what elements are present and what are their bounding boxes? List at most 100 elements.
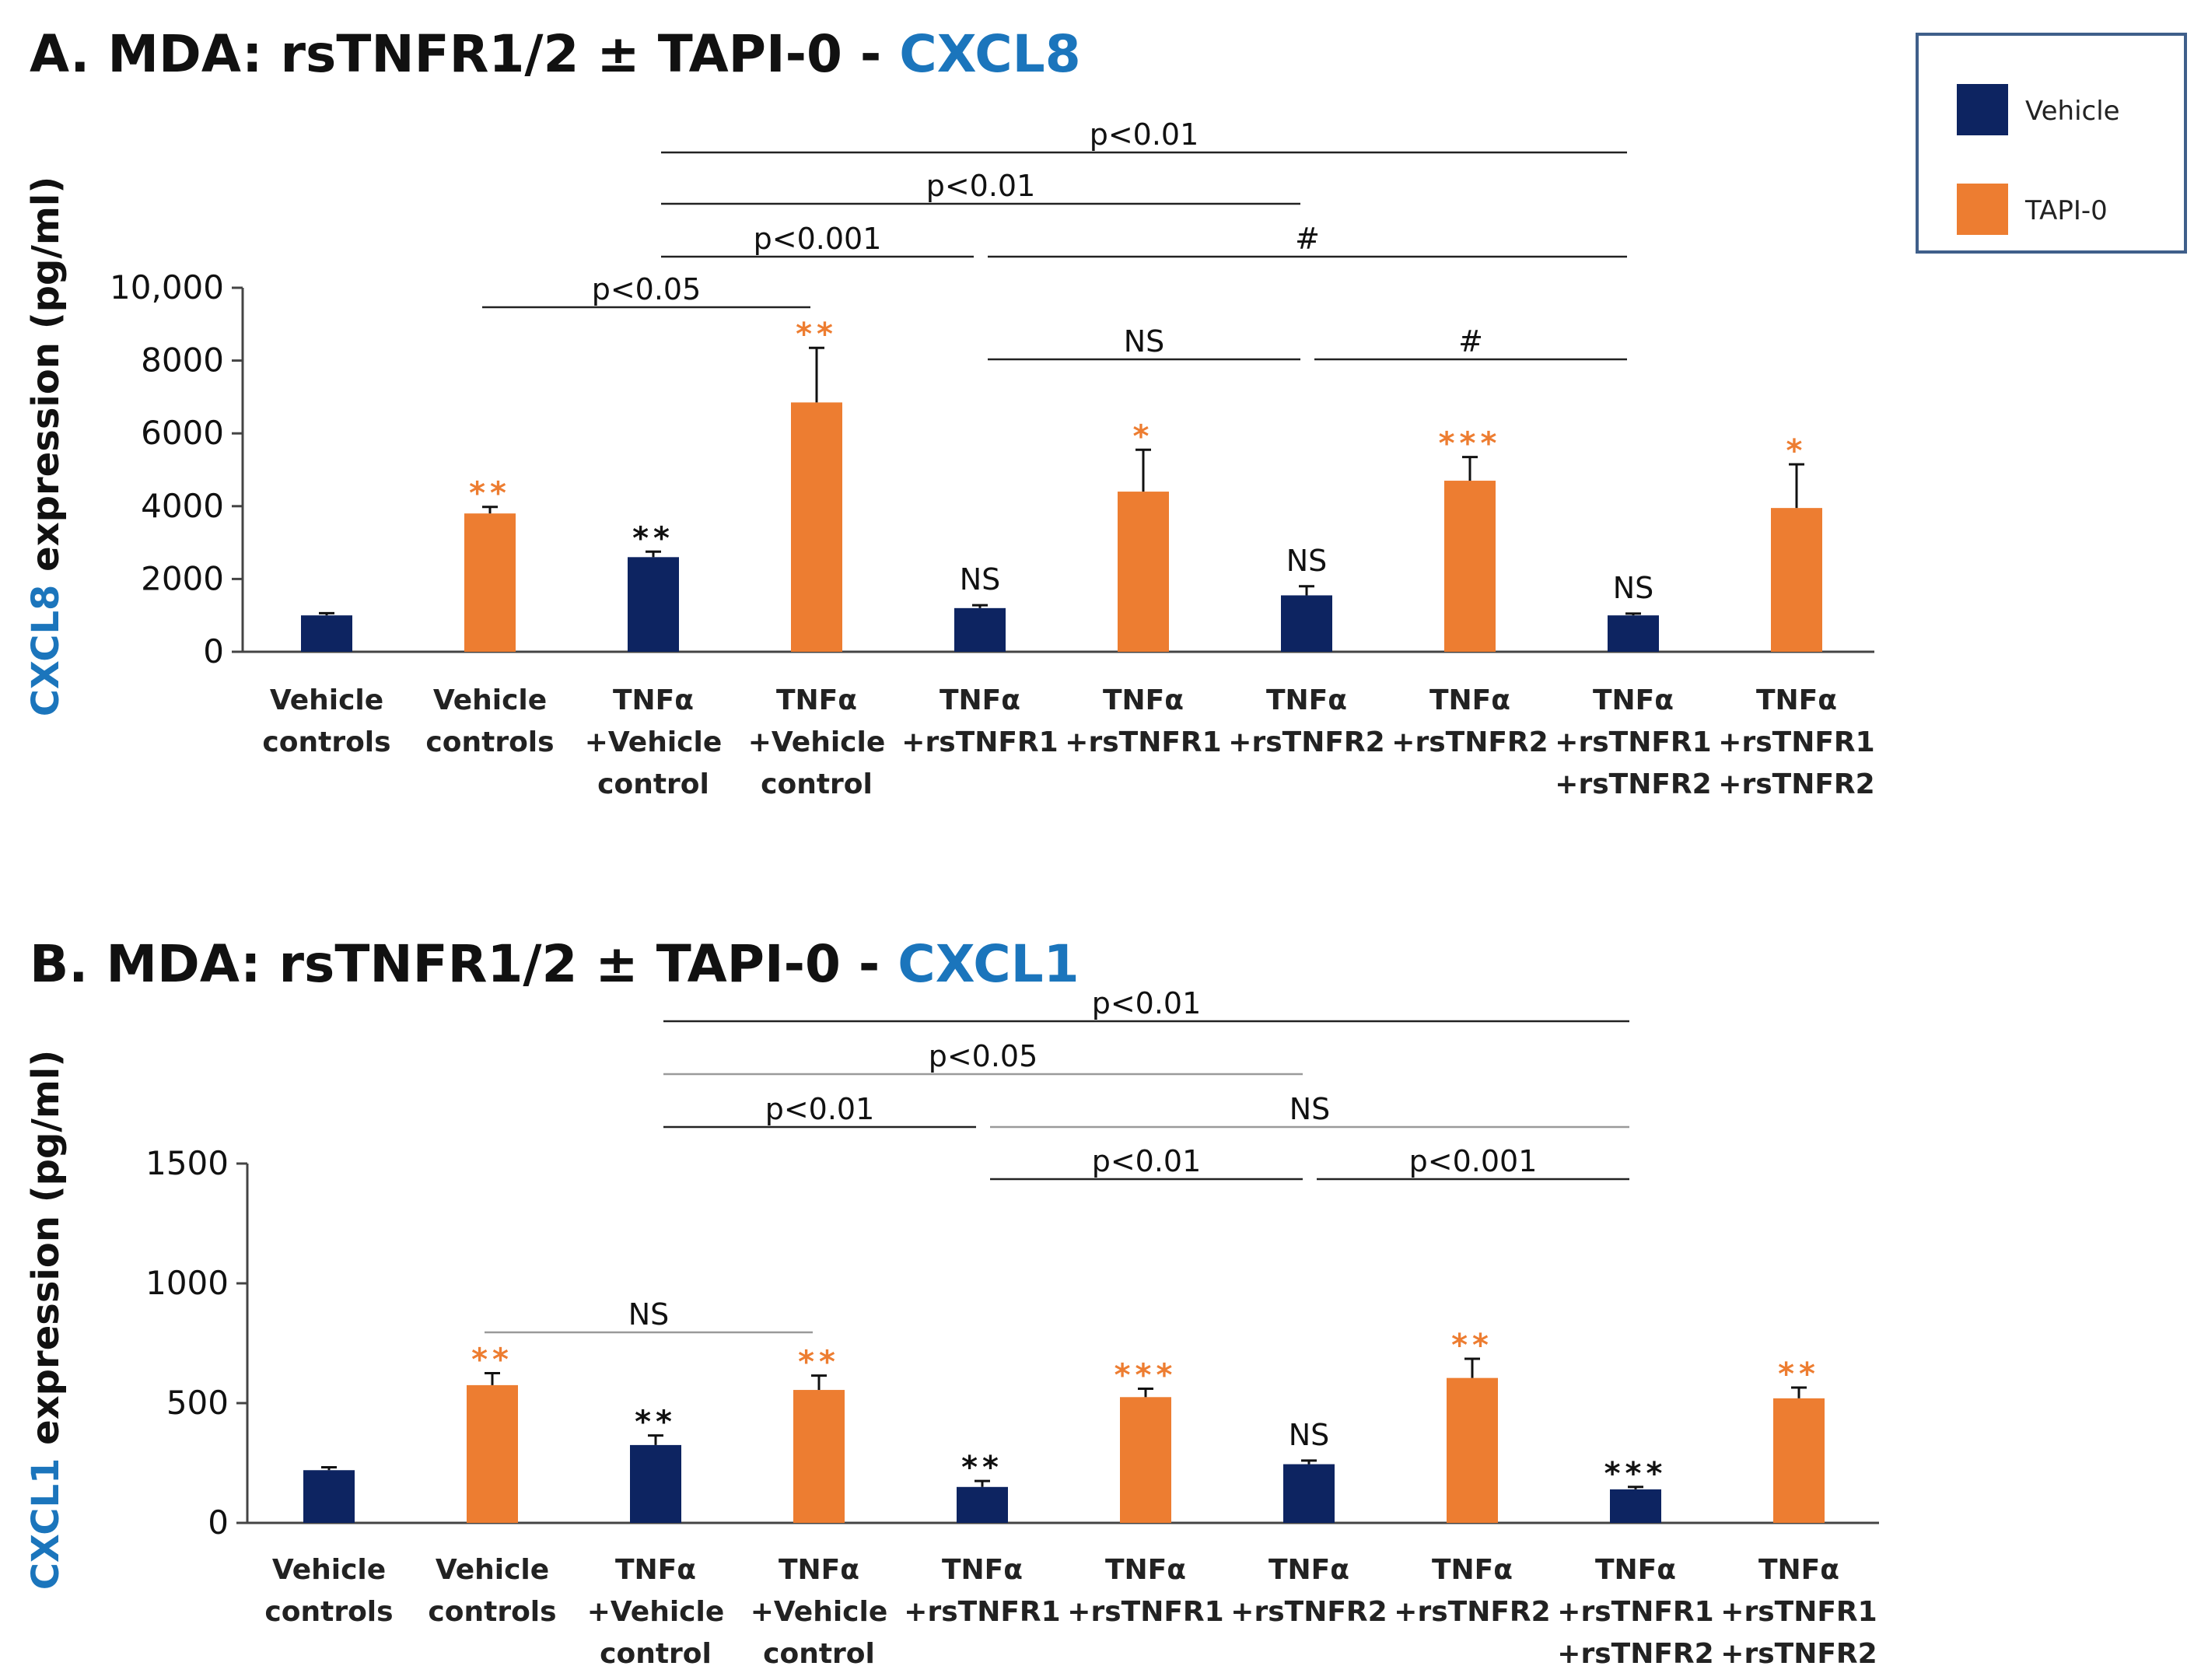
y-tick-label: 0 xyxy=(203,632,224,670)
category-label: control xyxy=(600,1638,712,1670)
category-label: +rsTNFR1 xyxy=(1065,726,1221,758)
y-tick-label: 4000 xyxy=(141,487,224,525)
category-label: +rsTNFR1 xyxy=(1557,1596,1713,1628)
significance-label: ** xyxy=(798,1345,840,1381)
category-label: +rsTNFR2 xyxy=(1557,1638,1713,1670)
y-tick-label: 6000 xyxy=(141,414,224,452)
significance-label: ** xyxy=(471,1342,513,1378)
category-label: TNFα xyxy=(1429,684,1510,716)
significance-label: NS xyxy=(960,562,1001,597)
category-label: +rsTNFR2 xyxy=(1228,726,1384,758)
category-label: TNFα xyxy=(1268,1554,1349,1586)
bar xyxy=(1447,1377,1498,1523)
significance-label: ** xyxy=(1451,1328,1493,1363)
category-label: +rsTNFR1 xyxy=(1720,1596,1877,1628)
chart-title: A. MDA: rsTNFR1/2 ± TAPI-0 - CXCL8 xyxy=(30,24,1081,84)
legend-label: TAPI-0 xyxy=(2024,195,2108,226)
bar xyxy=(464,513,516,652)
significance-label: NS xyxy=(1289,1418,1330,1452)
y-axis-label-units: expression (pg/ml) xyxy=(24,177,68,585)
category-label: TNFα xyxy=(613,684,694,716)
chart-title-gene: CXCL8 xyxy=(899,24,1080,84)
bar xyxy=(954,607,1006,652)
significance-label: NS xyxy=(1286,544,1328,578)
category-label: +rsTNFR1 xyxy=(901,726,1058,758)
bracket-label: NS xyxy=(1289,1092,1331,1126)
category-label: +rsTNFR2 xyxy=(1720,1638,1877,1670)
chart-title-gene: CXCL1 xyxy=(898,934,1079,994)
bracket-label: p<0.05 xyxy=(592,272,702,306)
chart-title-prefix: B. MDA: rsTNFR1/2 ± TAPI-0 - xyxy=(30,934,898,994)
significance-label: ** xyxy=(469,476,511,512)
significance-label: NS xyxy=(1613,571,1654,605)
category-label: Vehicle xyxy=(270,684,383,716)
y-tick-label: 10,000 xyxy=(110,268,224,306)
bracket-label: p<0.01 xyxy=(1090,117,1199,152)
category-label: +rsTNFR1 xyxy=(1067,1596,1223,1628)
bracket-label: # xyxy=(1295,222,1320,256)
category-label: TNFα xyxy=(776,684,857,716)
significance-label: ** xyxy=(961,1450,1003,1486)
bracket-label: p<0.01 xyxy=(926,169,1036,203)
bar xyxy=(628,557,679,652)
bracket-label: p<0.05 xyxy=(929,1039,1038,1073)
y-axis-label-gene: CXCL8 xyxy=(24,585,68,717)
category-label: TNFα xyxy=(1105,1554,1186,1586)
category-label: TNFα xyxy=(1266,684,1347,716)
category-label: +rsTNFR1 xyxy=(904,1596,1060,1628)
y-tick-label: 1000 xyxy=(145,1264,229,1302)
category-label: TNFα xyxy=(940,684,1020,716)
significance-label: ** xyxy=(1778,1356,1820,1392)
bracket-label: p<0.01 xyxy=(1092,986,1202,1020)
category-label: +Vehicle xyxy=(748,726,886,758)
category-label: TNFα xyxy=(942,1554,1023,1586)
chart-panel-b: B. MDA: rsTNFR1/2 ± TAPI-0 - CXCL1 CXCL1 … xyxy=(24,934,1879,1670)
legend-swatch xyxy=(1957,84,2008,135)
y-tick-label: 1500 xyxy=(145,1144,229,1182)
bracket-label: NS xyxy=(628,1297,670,1332)
category-label: +Vehicle xyxy=(587,1596,725,1628)
category-label: TNFα xyxy=(1103,684,1184,716)
bar xyxy=(791,402,842,652)
chart-panel-a: A. MDA: rsTNFR1/2 ± TAPI-0 - CXCL8CXCL8 … xyxy=(24,24,1875,800)
bar xyxy=(1773,1398,1825,1523)
category-label: Vehicle xyxy=(272,1554,386,1586)
bar xyxy=(957,1486,1008,1523)
bar xyxy=(467,1384,518,1523)
y-axis-label-units: expression (pg/ml) xyxy=(24,1050,68,1458)
bracket-label: # xyxy=(1458,324,1483,359)
category-label: TNFα xyxy=(1756,684,1837,716)
category-label: +Vehicle xyxy=(751,1596,888,1628)
category-label: +rsTNFR2 xyxy=(1230,1596,1387,1628)
y-tick-label: 8000 xyxy=(141,341,224,380)
legend-swatch xyxy=(1957,184,2008,235)
bracket-label: p<0.01 xyxy=(765,1092,875,1126)
bracket-label: NS xyxy=(1124,324,1165,359)
category-label: +rsTNFR1 xyxy=(1555,726,1711,758)
category-label: +rsTNFR2 xyxy=(1391,726,1548,758)
legend-label: Vehicle xyxy=(2025,96,2120,127)
bar xyxy=(793,1390,845,1523)
category-label: TNFα xyxy=(1593,684,1674,716)
y-tick-label: 0 xyxy=(208,1503,229,1542)
significance-label: *** xyxy=(1604,1456,1667,1492)
category-label: TNFα xyxy=(1595,1554,1676,1586)
bar xyxy=(1771,508,1822,652)
category-label: +rsTNFR2 xyxy=(1394,1596,1550,1628)
significance-label: ** xyxy=(796,317,838,352)
category-label: control xyxy=(597,768,709,800)
bar xyxy=(1283,1464,1335,1523)
category-label: +rsTNFR2 xyxy=(1555,768,1711,800)
category-label: TNFα xyxy=(779,1554,859,1586)
bar xyxy=(1444,481,1496,652)
category-label: +Vehicle xyxy=(585,726,723,758)
y-axis-label: CXCL1 expression (pg/ml) xyxy=(24,1050,68,1591)
bar xyxy=(1118,492,1169,652)
category-label: controls xyxy=(262,726,390,758)
category-label: Vehicle xyxy=(436,1554,549,1586)
category-label: +rsTNFR1 xyxy=(1718,726,1874,758)
category-label: controls xyxy=(264,1596,393,1628)
bar xyxy=(1608,615,1659,652)
bar xyxy=(1610,1489,1661,1523)
